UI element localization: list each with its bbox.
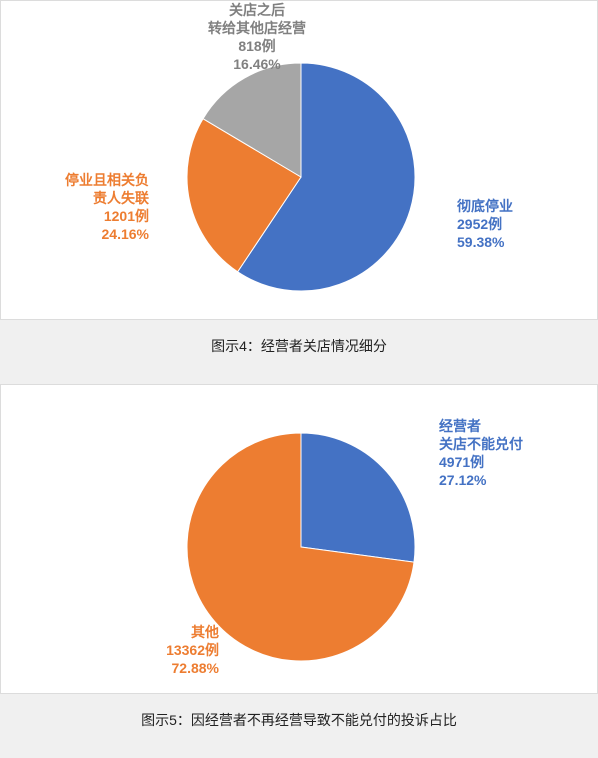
pie-slice <box>301 433 415 562</box>
pie-chart-1: 彻底停业2952例59.38% 停业且相关负责人失联1201例24.16% 关店之后… <box>1 1 597 319</box>
chart-card-1: 彻底停业2952例59.38% 停业且相关负责人失联1201例24.16% 关店之后… <box>0 0 598 320</box>
slice-label: 其他13362例72.88% <box>166 624 219 676</box>
chart-2-caption: 图示5：因经营者不再经营导致不能兑付的投诉占比 <box>0 710 598 730</box>
slice-label: 彻底停业2952例59.38% <box>457 198 513 250</box>
slice-label: 关店之后转给其他店经营818例16.46% <box>208 2 306 72</box>
chart-card-2: 经营者关店不能兑付4971例27.12% 其他13362例72.88% <box>0 384 598 694</box>
pie-chart-2: 经营者关店不能兑付4971例27.12% 其他13362例72.88% <box>1 385 597 693</box>
chart-1-caption: 图示4：经营者关店情况细分 <box>0 336 598 356</box>
slice-label: 停业且相关负责人失联1201例24.16% <box>65 172 150 242</box>
slice-label: 经营者关店不能兑付4971例27.12% <box>439 418 523 488</box>
